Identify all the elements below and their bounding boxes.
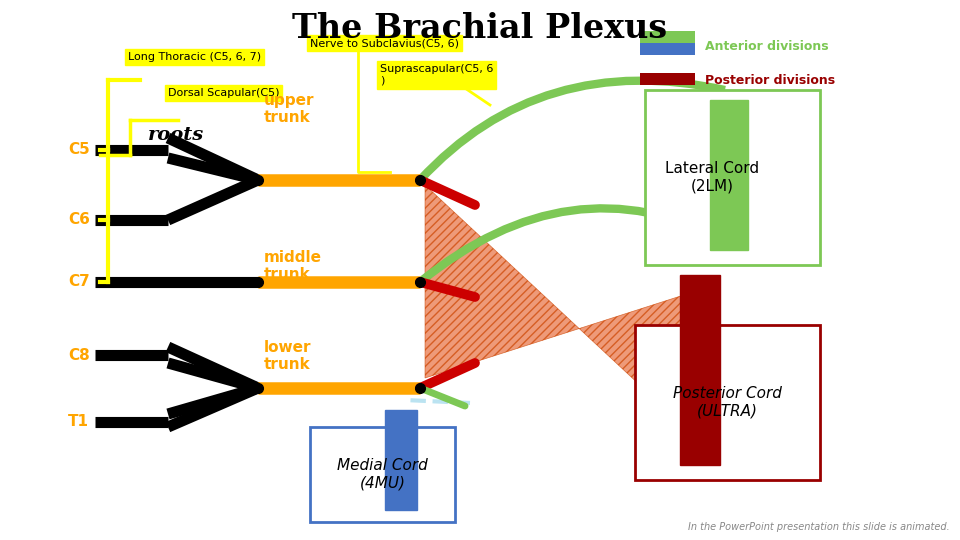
Text: C5: C5: [68, 143, 89, 158]
Text: C7: C7: [68, 274, 89, 289]
Bar: [385, 410, 417, 510]
Text: The Brachial Plexus: The Brachial Plexus: [293, 12, 667, 45]
Text: Suprascapular(C5, 6
): Suprascapular(C5, 6 ): [380, 64, 493, 86]
Text: roots: roots: [148, 126, 204, 144]
Bar: [680, 275, 720, 465]
Text: Dorsal Scapular(C5): Dorsal Scapular(C5): [168, 88, 279, 98]
Text: C6: C6: [68, 213, 90, 227]
Text: C8: C8: [68, 348, 89, 362]
Bar: [635, 325, 820, 480]
Text: upper
trunk: upper trunk: [264, 92, 315, 125]
Bar: [640, 31, 695, 43]
Text: Posterior divisions: Posterior divisions: [705, 73, 835, 86]
Text: Medial Cord
(4MU): Medial Cord (4MU): [337, 458, 428, 491]
Text: Anterior divisions: Anterior divisions: [705, 40, 828, 53]
Polygon shape: [425, 185, 715, 455]
Text: Long Thoracic (C5, 6, 7): Long Thoracic (C5, 6, 7): [128, 52, 261, 62]
Text: Nerve to Subclavius(C5, 6): Nerve to Subclavius(C5, 6): [310, 38, 459, 48]
Text: Lateral Cord
(2LM): Lateral Cord (2LM): [665, 161, 759, 194]
Text: Posterior Cord
(ULTRA): Posterior Cord (ULTRA): [673, 386, 782, 418]
Text: T1: T1: [68, 415, 89, 429]
Bar: [640, 43, 695, 55]
Bar: [310, 427, 455, 522]
Text: middle
trunk: middle trunk: [264, 250, 322, 282]
Bar: [710, 100, 748, 250]
Text: lower
trunk: lower trunk: [264, 340, 311, 373]
Text: In the PowerPoint presentation this slide is animated.: In the PowerPoint presentation this slid…: [688, 522, 950, 532]
Bar: [645, 90, 820, 265]
Bar: [640, 73, 695, 85]
